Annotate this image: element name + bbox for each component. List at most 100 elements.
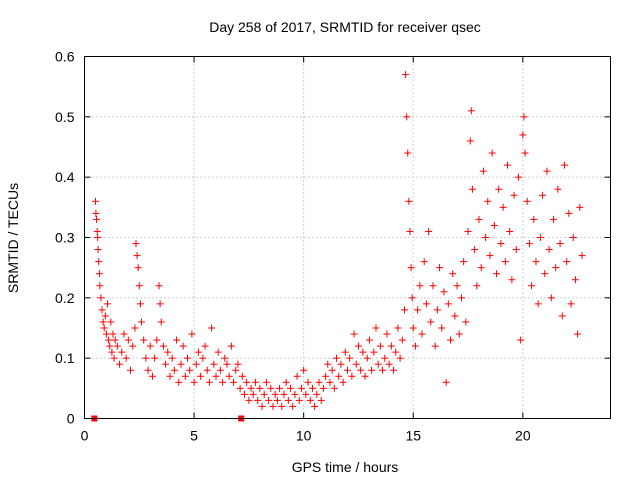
data-point xyxy=(352,360,360,368)
data-point xyxy=(392,348,400,356)
data-point xyxy=(311,402,319,410)
data-point xyxy=(390,366,398,374)
data-point xyxy=(135,282,143,290)
data-point xyxy=(232,366,240,374)
data-point xyxy=(287,384,295,392)
data-point xyxy=(560,161,568,169)
data-point xyxy=(166,372,174,380)
data-point xyxy=(514,173,522,181)
data-point xyxy=(284,396,292,404)
data-point xyxy=(387,342,395,350)
data-point xyxy=(429,282,437,290)
data-point xyxy=(304,378,312,386)
data-point xyxy=(418,330,426,338)
data-point xyxy=(227,342,235,350)
data-point xyxy=(243,378,251,386)
data-point xyxy=(269,402,277,410)
data-point xyxy=(188,330,196,338)
data-point xyxy=(488,149,496,157)
data-point xyxy=(501,258,509,266)
data-point xyxy=(157,318,165,326)
data-point xyxy=(262,378,270,386)
plot-frame xyxy=(84,56,611,419)
data-point xyxy=(205,378,213,386)
data-point xyxy=(216,366,224,374)
data-point xyxy=(102,330,110,338)
data-point xyxy=(238,372,246,380)
x-tick-label: 20 xyxy=(515,428,531,444)
x-tick-label: 0 xyxy=(81,428,89,444)
data-point xyxy=(328,366,336,374)
data-point xyxy=(140,336,148,344)
data-point xyxy=(534,300,542,308)
data-point xyxy=(383,330,391,338)
data-point xyxy=(420,258,428,266)
data-point xyxy=(363,354,371,362)
data-point xyxy=(438,324,446,332)
data-point xyxy=(148,372,156,380)
data-point xyxy=(105,336,113,344)
data-point xyxy=(464,227,472,235)
data-point xyxy=(341,348,349,356)
data-point xyxy=(519,131,527,139)
data-point xyxy=(155,282,163,290)
data-point xyxy=(280,390,288,398)
data-point xyxy=(433,306,441,314)
data-point xyxy=(326,378,334,386)
data-point xyxy=(411,342,419,350)
data-point xyxy=(381,354,389,362)
data-point xyxy=(431,342,439,350)
data-point xyxy=(528,282,536,290)
data-point xyxy=(240,390,248,398)
data-point xyxy=(565,209,573,217)
data-point xyxy=(289,402,297,410)
data-point xyxy=(449,270,457,278)
data-point xyxy=(444,300,452,308)
data-point xyxy=(359,348,367,356)
data-point xyxy=(346,354,354,362)
data-point xyxy=(91,197,99,205)
data-point xyxy=(385,360,393,368)
data-point xyxy=(291,390,299,398)
data-point xyxy=(109,330,117,338)
data-point xyxy=(173,336,181,344)
data-point xyxy=(361,372,369,380)
data-point xyxy=(512,246,520,254)
data-point xyxy=(451,312,459,320)
data-point xyxy=(453,282,461,290)
data-point xyxy=(137,318,145,326)
data-point xyxy=(427,318,435,326)
data-point xyxy=(93,227,101,235)
data-point xyxy=(208,324,216,332)
data-point xyxy=(308,384,316,392)
data-point xyxy=(144,366,152,374)
data-point xyxy=(212,372,220,380)
data-point xyxy=(365,336,373,344)
data-point xyxy=(455,330,463,338)
data-point xyxy=(293,372,301,380)
data-point xyxy=(477,264,485,272)
data-point xyxy=(131,324,139,332)
data-point xyxy=(230,378,238,386)
data-point xyxy=(295,396,303,404)
data-point xyxy=(221,354,229,362)
data-point xyxy=(122,354,130,362)
data-point xyxy=(525,240,533,248)
data-point xyxy=(129,342,137,350)
data-point xyxy=(495,185,503,193)
data-point xyxy=(146,342,154,350)
data-point xyxy=(506,227,514,235)
data-point xyxy=(168,354,176,362)
data-point xyxy=(517,336,525,344)
data-point xyxy=(350,330,358,338)
data-point xyxy=(493,270,501,278)
data-point xyxy=(578,252,586,260)
data-point xyxy=(503,161,511,169)
data-point xyxy=(370,348,378,356)
data-point xyxy=(436,264,444,272)
x-axis-label: GPS time / hours xyxy=(292,459,399,475)
data-point xyxy=(404,149,412,157)
data-point xyxy=(108,348,116,356)
data-point xyxy=(94,234,102,241)
data-point xyxy=(376,342,384,350)
